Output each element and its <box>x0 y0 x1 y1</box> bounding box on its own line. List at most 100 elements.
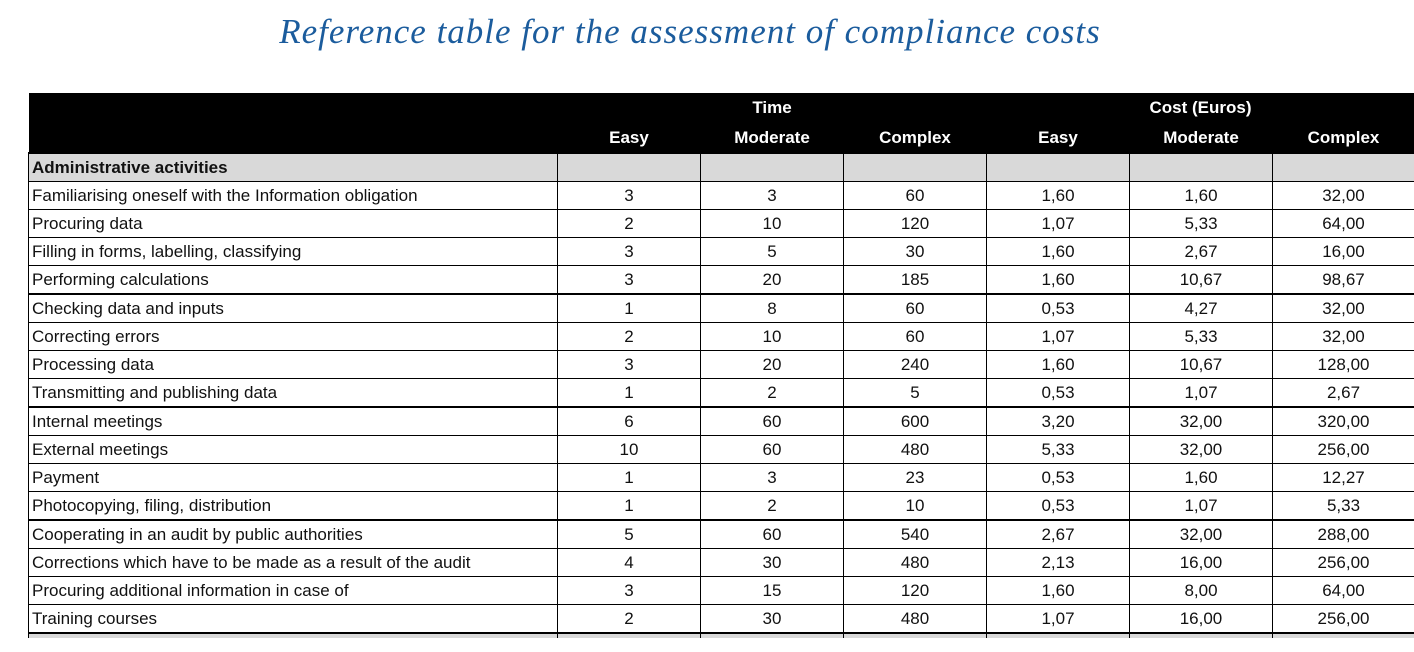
value-cell: 10 <box>700 322 844 351</box>
value-cell: 5 <box>843 378 987 408</box>
activity-label: Processing data <box>28 350 558 379</box>
activity-label: Corrections which have to be made as a r… <box>28 548 558 577</box>
value-cell: 3 <box>557 237 701 266</box>
value-cell: 256,00 <box>1272 435 1414 464</box>
value-cell: 60 <box>843 181 987 210</box>
table-row: Procuring additional information in case… <box>28 576 1414 605</box>
col-header-cost-moderate: Moderate <box>1129 123 1273 153</box>
table-row: Payment 1 3 23 0,53 1,60 12,27 <box>28 463 1414 492</box>
table-body: Administrative activities Familiarising … <box>28 152 1414 638</box>
value-cell: 32,00 <box>1129 406 1273 436</box>
value-cell: 30 <box>700 548 844 577</box>
value-cell: 16,00 <box>1272 237 1414 266</box>
value-cell: 3 <box>700 463 844 492</box>
table-row: Cooperating in an audit by public author… <box>28 519 1414 549</box>
col-header-time-complex: Complex <box>843 123 987 153</box>
partial-section-cell <box>28 632 558 638</box>
section-cell <box>1129 152 1273 182</box>
value-cell: 12,27 <box>1272 463 1414 492</box>
value-cell: 64,00 <box>1272 209 1414 238</box>
section-cell <box>557 152 701 182</box>
empty-header-cell <box>28 123 558 153</box>
value-cell: 1,07 <box>1129 378 1273 408</box>
section-row-administrative-activities: Administrative activities <box>28 152 1414 182</box>
value-cell: 1 <box>557 378 701 408</box>
value-cell: 4,27 <box>1129 293 1273 323</box>
value-cell: 600 <box>843 406 987 436</box>
value-cell: 1,60 <box>986 237 1130 266</box>
table-row: Checking data and inputs 1 8 60 0,53 4,27 32,0… <box>28 293 1414 323</box>
value-cell: 1,07 <box>986 322 1130 351</box>
value-cell: 60 <box>700 435 844 464</box>
partial-next-section-row <box>28 632 1414 638</box>
section-cell <box>843 152 987 182</box>
column-group-cost-euros: Cost (Euros) <box>986 93 1414 123</box>
value-cell: 2,13 <box>986 548 1130 577</box>
activity-label: Photocopying, filing, distribution <box>28 491 558 521</box>
table-row: Performing calculations 3 20 185 1,60 10,67 98… <box>28 265 1414 295</box>
value-cell: 60 <box>843 322 987 351</box>
value-cell: 320,00 <box>1272 406 1414 436</box>
value-cell: 2 <box>557 322 701 351</box>
value-cell: 3,20 <box>986 406 1130 436</box>
value-cell: 240 <box>843 350 987 379</box>
value-cell: 20 <box>700 350 844 379</box>
value-cell: 32,00 <box>1129 435 1273 464</box>
value-cell: 10 <box>700 209 844 238</box>
empty-header-cell <box>28 93 558 123</box>
value-cell: 16,00 <box>1129 604 1273 634</box>
value-cell: 0,53 <box>986 463 1130 492</box>
partial-section-cell <box>986 632 1130 638</box>
value-cell: 60 <box>843 293 987 323</box>
table-row: External meetings 10 60 480 5,33 32,00 256,00 <box>28 435 1414 464</box>
value-cell: 10,67 <box>1129 265 1273 295</box>
table-row: Procuring data 2 10 120 1,07 5,33 64,00 <box>28 209 1414 238</box>
col-header-time-moderate: Moderate <box>700 123 844 153</box>
value-cell: 3 <box>557 576 701 605</box>
value-cell: 1,60 <box>986 265 1130 295</box>
table-row: Familiarising oneself with the Informati… <box>28 181 1414 210</box>
table-row: Filling in forms, labelling, classifying… <box>28 237 1414 266</box>
value-cell: 1,60 <box>986 350 1130 379</box>
activity-label: Checking data and inputs <box>28 293 558 323</box>
value-cell: 5 <box>557 519 701 549</box>
value-cell: 1,60 <box>986 576 1130 605</box>
value-cell: 20 <box>700 265 844 295</box>
value-cell: 5 <box>700 237 844 266</box>
column-group-time: Time <box>557 93 987 123</box>
value-cell: 256,00 <box>1272 548 1414 577</box>
activity-label: Filling in forms, labelling, classifying <box>28 237 558 266</box>
value-cell: 6 <box>557 406 701 436</box>
activity-label: Procuring data <box>28 209 558 238</box>
value-cell: 3 <box>700 181 844 210</box>
value-cell: 120 <box>843 209 987 238</box>
page-title: Reference table for the assessment of co… <box>279 12 1101 51</box>
value-cell: 2,67 <box>1129 237 1273 266</box>
value-cell: 4 <box>557 548 701 577</box>
activity-label: Familiarising oneself with the Informati… <box>28 181 558 210</box>
section-label: Administrative activities <box>28 152 558 182</box>
value-cell: 1,07 <box>986 604 1130 634</box>
col-header-cost-complex: Complex <box>1272 123 1414 153</box>
value-cell: 0,53 <box>986 378 1130 408</box>
table-row: Processing data 3 20 240 1,60 10,67 128,00 <box>28 350 1414 379</box>
value-cell: 64,00 <box>1272 576 1414 605</box>
value-cell: 288,00 <box>1272 519 1414 549</box>
value-cell: 0,53 <box>986 293 1130 323</box>
value-cell: 30 <box>843 237 987 266</box>
value-cell: 10 <box>843 491 987 521</box>
value-cell: 3 <box>557 181 701 210</box>
activity-label: Payment <box>28 463 558 492</box>
value-cell: 32,00 <box>1272 181 1414 210</box>
sub-header-row: Easy Moderate Complex Easy Moderate Comp… <box>28 123 1414 153</box>
section-cell <box>986 152 1130 182</box>
value-cell: 1,07 <box>1129 491 1273 521</box>
activity-label: Transmitting and publishing data <box>28 378 558 408</box>
activity-label: Correcting errors <box>28 322 558 351</box>
compliance-cost-table: Time Cost (Euros) Easy Moderate Complex … <box>28 93 1414 638</box>
value-cell: 1,60 <box>1129 181 1273 210</box>
value-cell: 1,07 <box>986 209 1130 238</box>
group-header-row: Time Cost (Euros) <box>28 93 1414 123</box>
value-cell: 5,33 <box>1272 491 1414 521</box>
table-row: Correcting errors 2 10 60 1,07 5,33 32,00 <box>28 322 1414 351</box>
